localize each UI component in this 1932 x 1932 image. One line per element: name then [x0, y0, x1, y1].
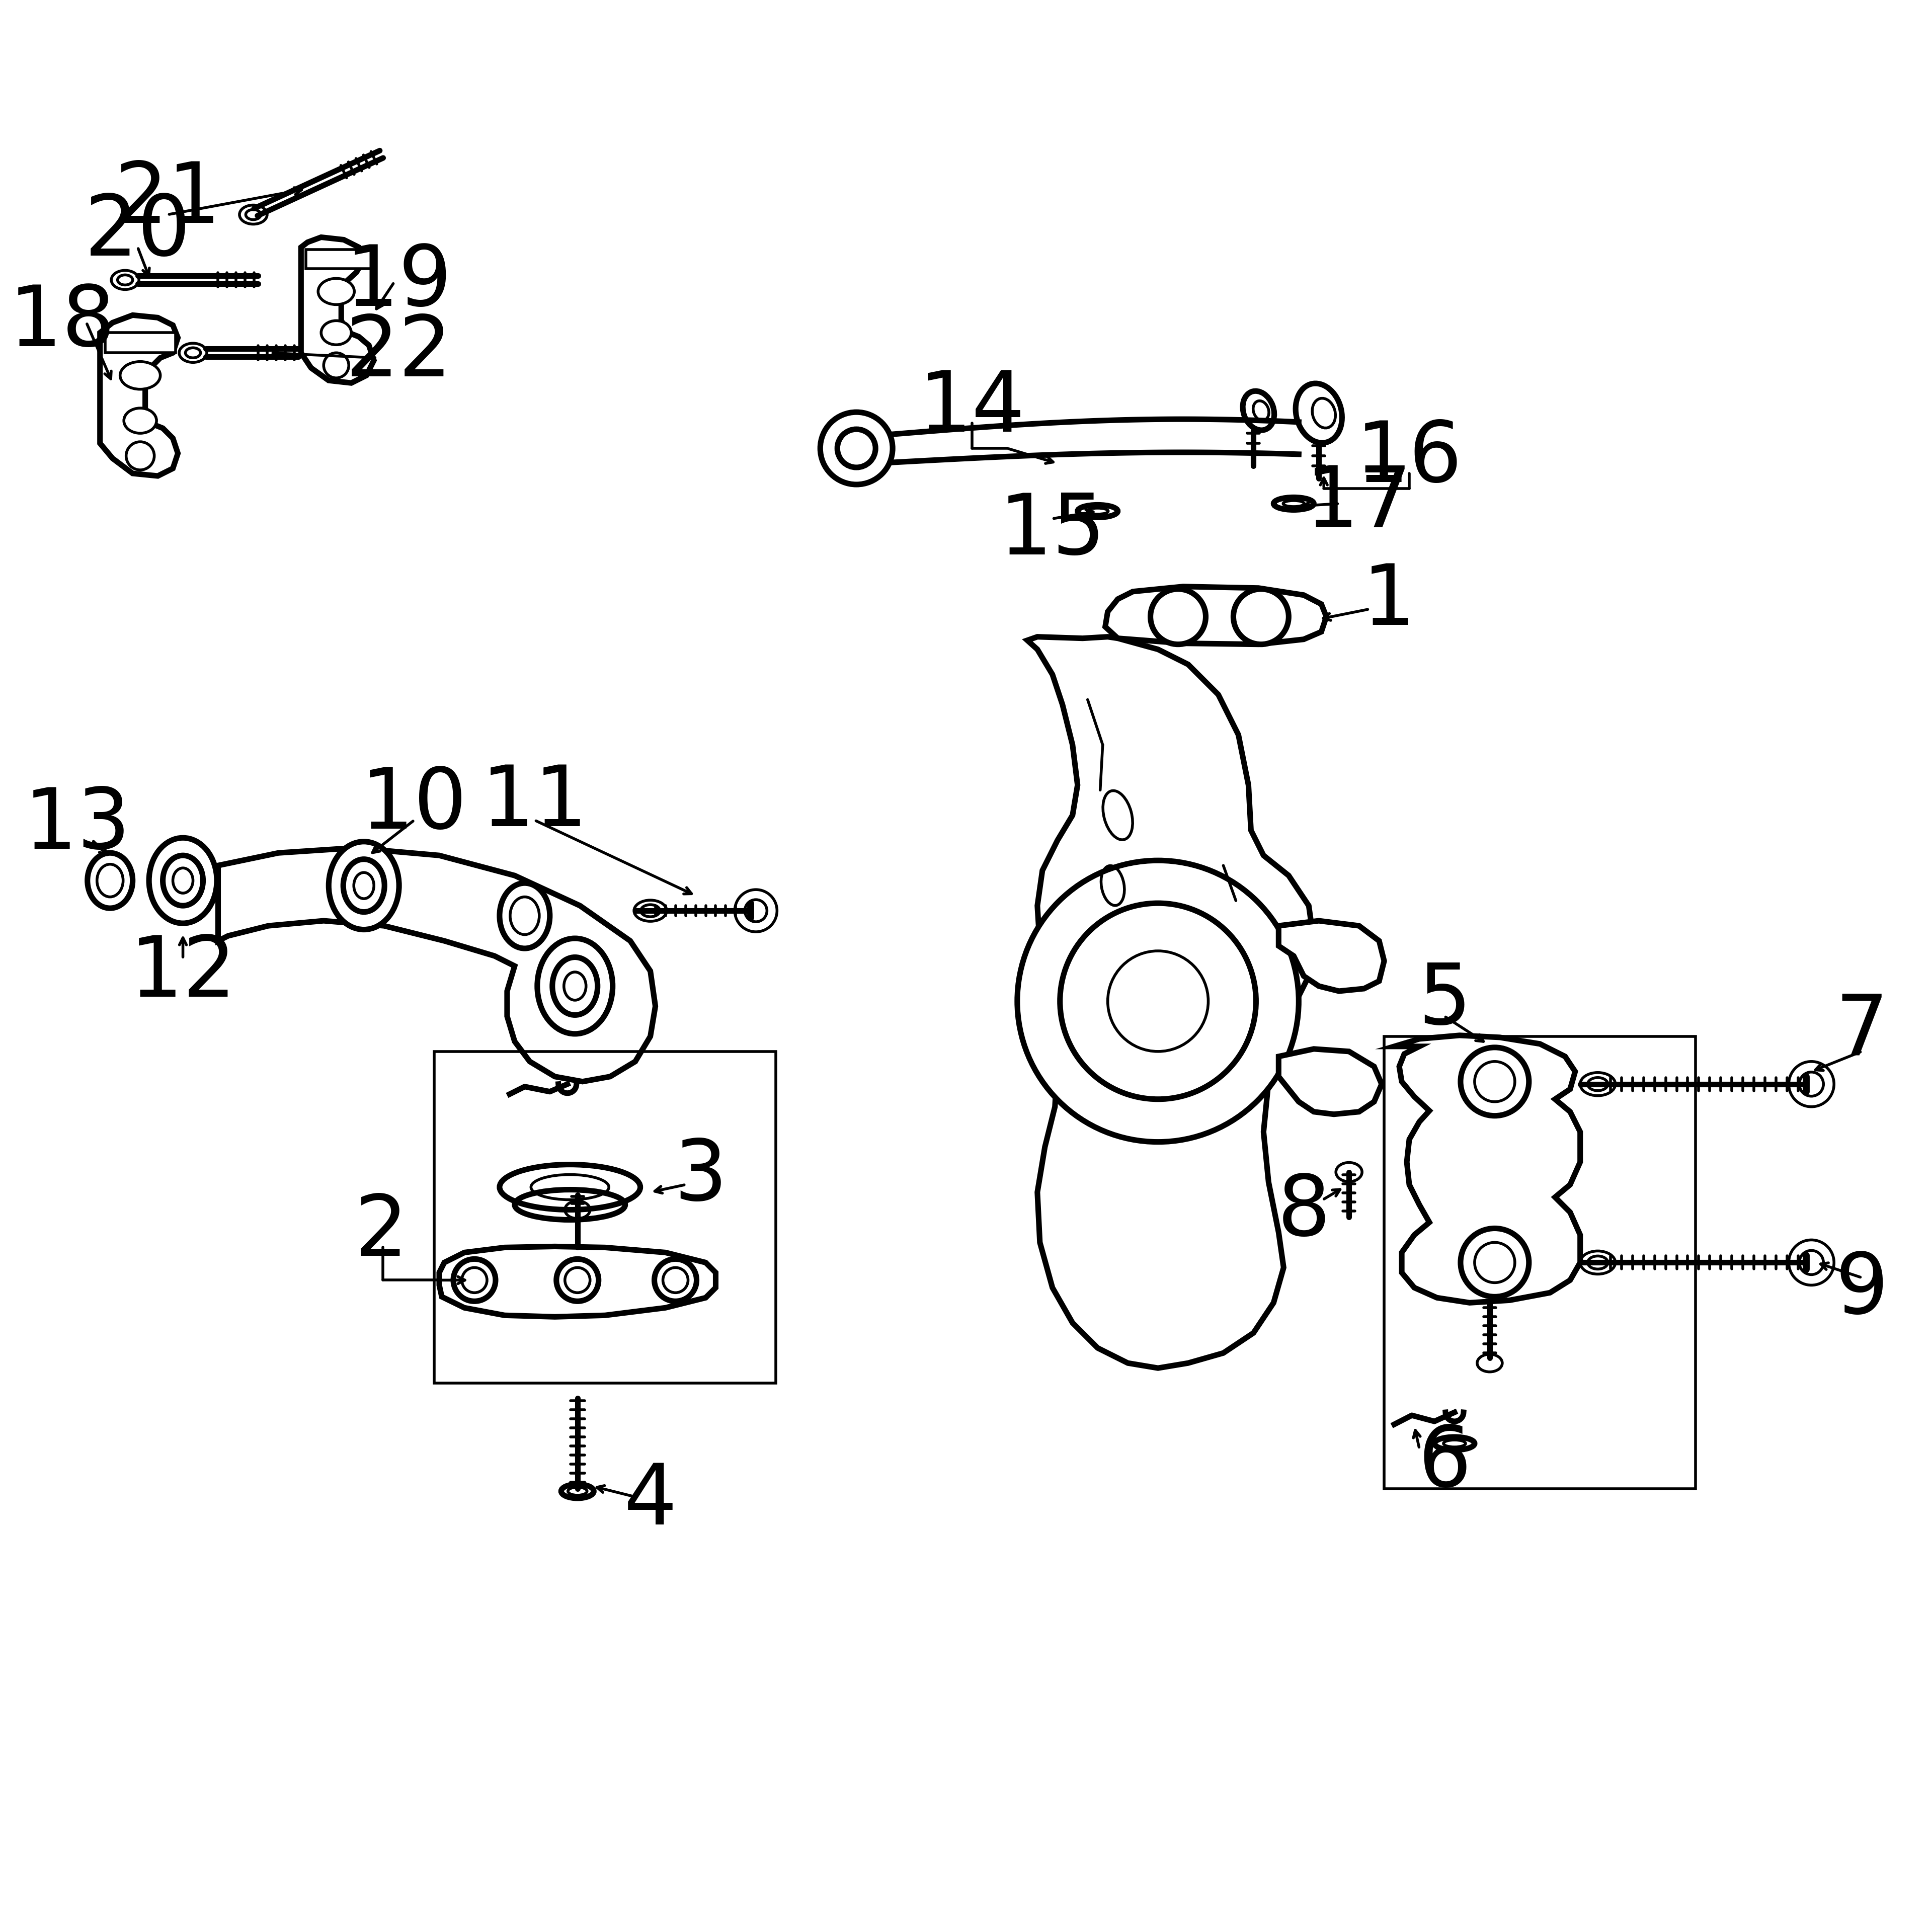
Ellipse shape	[1078, 504, 1119, 518]
Ellipse shape	[1312, 398, 1335, 429]
Ellipse shape	[328, 842, 400, 929]
Ellipse shape	[124, 408, 156, 433]
Circle shape	[126, 442, 155, 469]
Ellipse shape	[500, 883, 551, 949]
Ellipse shape	[120, 361, 160, 388]
Polygon shape	[1395, 1036, 1580, 1302]
Ellipse shape	[319, 278, 354, 305]
Circle shape	[556, 1260, 599, 1302]
Ellipse shape	[1242, 390, 1275, 431]
Circle shape	[655, 1260, 697, 1302]
Text: 13: 13	[23, 784, 131, 866]
Text: 12: 12	[129, 933, 236, 1014]
Polygon shape	[1279, 922, 1383, 991]
Text: 7: 7	[1835, 991, 1888, 1072]
Text: 17: 17	[1306, 462, 1412, 545]
Ellipse shape	[344, 860, 384, 912]
Circle shape	[454, 1260, 495, 1302]
Text: 20: 20	[85, 191, 191, 272]
Text: 6: 6	[1418, 1422, 1470, 1505]
Circle shape	[1150, 589, 1206, 645]
Text: 16: 16	[1356, 417, 1463, 498]
Bar	[104, 332, 176, 354]
Polygon shape	[218, 848, 655, 1082]
Text: 5: 5	[1418, 960, 1470, 1041]
Text: 2: 2	[355, 1192, 408, 1273]
Ellipse shape	[1478, 1354, 1503, 1372]
Text: 1: 1	[1362, 560, 1416, 643]
Polygon shape	[1105, 587, 1327, 645]
Ellipse shape	[149, 838, 216, 923]
Bar	[435, 1051, 777, 1383]
Text: 14: 14	[920, 367, 1026, 448]
Text: 3: 3	[674, 1136, 726, 1217]
Ellipse shape	[321, 321, 352, 344]
Circle shape	[1061, 902, 1256, 1099]
Polygon shape	[1028, 638, 1314, 1368]
Bar	[1383, 1036, 1696, 1490]
Circle shape	[1461, 1047, 1528, 1117]
Polygon shape	[1279, 1049, 1381, 1115]
Circle shape	[821, 412, 893, 485]
Text: 9: 9	[1835, 1250, 1888, 1331]
Ellipse shape	[1434, 1437, 1474, 1451]
Text: 4: 4	[624, 1461, 676, 1542]
Circle shape	[1018, 860, 1298, 1142]
Text: 8: 8	[1277, 1171, 1331, 1254]
Bar	[305, 249, 371, 269]
Text: 11: 11	[481, 761, 587, 844]
Circle shape	[1233, 589, 1289, 645]
Polygon shape	[301, 238, 375, 383]
Ellipse shape	[500, 1165, 639, 1209]
Circle shape	[1461, 1229, 1528, 1296]
Ellipse shape	[1273, 497, 1314, 510]
Text: 18: 18	[10, 282, 116, 363]
Polygon shape	[100, 315, 178, 475]
Ellipse shape	[560, 1484, 593, 1497]
Ellipse shape	[1254, 400, 1269, 421]
Ellipse shape	[87, 852, 133, 908]
Text: 19: 19	[346, 242, 452, 323]
Text: 21: 21	[114, 158, 220, 240]
Text: 22: 22	[346, 311, 452, 394]
Text: 15: 15	[999, 491, 1105, 572]
Ellipse shape	[553, 956, 597, 1014]
Circle shape	[325, 354, 350, 379]
Ellipse shape	[537, 939, 612, 1034]
Polygon shape	[439, 1246, 715, 1318]
Ellipse shape	[1296, 383, 1343, 442]
Ellipse shape	[162, 856, 203, 906]
Text: 10: 10	[361, 765, 468, 846]
